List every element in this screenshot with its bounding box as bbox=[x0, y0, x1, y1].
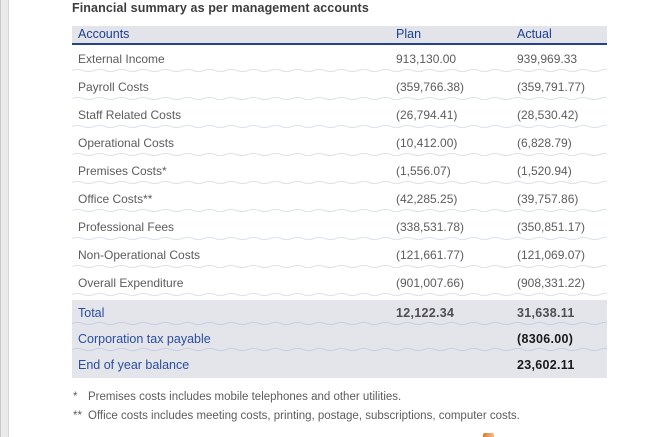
footnote-text: Office costs includes meeting costs, pri… bbox=[88, 409, 520, 422]
cell-actual: (908,331.22) bbox=[517, 276, 586, 290]
financial-summary-table: Accounts Plan Actual External Income 913,… bbox=[72, 26, 607, 378]
cell-plan: 913,130.00 bbox=[396, 52, 457, 66]
cell-actual: (350,851.17) bbox=[517, 220, 586, 234]
table-header-row: Accounts Plan Actual bbox=[72, 26, 607, 45]
cell-account: Premises Costs* bbox=[78, 164, 167, 178]
cell-plan: (10,412.00) bbox=[396, 136, 458, 150]
cell-actual: 939,969.33 bbox=[517, 52, 578, 66]
column-header-plan: Plan bbox=[396, 27, 422, 41]
cell-actual: (359,791.77) bbox=[517, 80, 586, 94]
footnote-premises: * Premises costs includes mobile telepho… bbox=[73, 388, 520, 407]
row-separator-wave bbox=[72, 321, 607, 326]
row-separator-wave bbox=[72, 292, 607, 297]
table-body: External Income 913,130.00 939,969.33 Payro… bbox=[72, 45, 607, 297]
cell-plan: (26,794.41) bbox=[396, 108, 458, 122]
table-summary-row: End of year balance 23,602.11 bbox=[72, 352, 607, 378]
cell-actual: (8306.00) bbox=[517, 332, 574, 346]
cell-plan: (338,531.78) bbox=[396, 220, 465, 234]
table-row: External Income 913,130.00 939,969.33 bbox=[72, 45, 607, 73]
cell-account: Office Costs** bbox=[78, 192, 153, 206]
cell-account: Professional Fees bbox=[78, 220, 175, 234]
footnote-office: ** Office costs includes meeting costs, … bbox=[73, 407, 520, 426]
cell-plan: (1,556.07) bbox=[396, 164, 451, 178]
table-row: Office Costs** (42,285.25) (39,757.86) bbox=[72, 185, 607, 213]
cell-plan: (901,007.66) bbox=[396, 276, 465, 290]
table-row: Operational Costs (10,412.00) (6,828.79) bbox=[72, 129, 607, 157]
cell-plan: (359,766.38) bbox=[396, 80, 465, 94]
table-row: Premises Costs* (1,556.07) (1,520.94) bbox=[72, 157, 607, 185]
cell-plan: (42,285.25) bbox=[396, 192, 458, 206]
table-row: Payroll Costs (359,766.38) (359,791.77) bbox=[72, 73, 607, 101]
cell-actual: (6,828.79) bbox=[517, 136, 572, 150]
row-separator-wave bbox=[72, 208, 607, 213]
cell-actual: (121,069.07) bbox=[517, 248, 586, 262]
scrollbar-track-left[interactable] bbox=[0, 0, 9, 437]
table-row: Non-Operational Costs (121,661.77) (121,06… bbox=[72, 241, 607, 269]
cell-account: Operational Costs bbox=[78, 136, 175, 150]
page-title: Financial summary as per management acco… bbox=[72, 1, 369, 15]
cell-actual: 31,638.11 bbox=[517, 306, 575, 320]
table-row: Professional Fees (338,531.78) (350,851.17… bbox=[72, 213, 607, 241]
footnote-marker: ** bbox=[73, 409, 82, 422]
row-separator-wave bbox=[72, 124, 607, 129]
column-header-accounts: Accounts bbox=[78, 27, 130, 41]
cell-account: Staff Related Costs bbox=[78, 108, 182, 122]
row-separator-wave bbox=[72, 96, 607, 101]
row-separator-wave bbox=[72, 68, 607, 73]
table-row: Overall Expenditure (901,007.66) (908,331.… bbox=[72, 269, 607, 297]
cell-plan: 12,122.34 bbox=[396, 306, 455, 320]
table-summary-section: Total 12,122.34 31,638.11 Corporation tax p… bbox=[72, 300, 607, 378]
cell-account: Overall Expenditure bbox=[78, 276, 184, 290]
cell-account: Total bbox=[78, 306, 105, 320]
cell-account: End of year balance bbox=[78, 358, 190, 372]
cell-actual: (1,520.94) bbox=[517, 164, 572, 178]
table-summary-row: Corporation tax payable (8306.00) bbox=[72, 326, 607, 352]
row-separator-wave bbox=[72, 264, 607, 269]
footnote-text: Premises costs includes mobile telephone… bbox=[88, 391, 402, 403]
table-row: Staff Related Costs (26,794.41) (28,530.42… bbox=[72, 101, 607, 129]
cell-plan: (121,661.77) bbox=[396, 248, 465, 262]
footnotes: * Premises costs includes mobile telepho… bbox=[73, 388, 520, 425]
table-summary-row: Total 12,122.34 31,638.11 bbox=[72, 300, 607, 326]
column-header-actual: Actual bbox=[517, 27, 552, 41]
cell-actual: (28,530.42) bbox=[517, 108, 579, 122]
row-separator-wave bbox=[72, 152, 607, 157]
cell-account: Payroll Costs bbox=[78, 80, 149, 94]
cell-account: Non-Operational Costs bbox=[78, 248, 201, 262]
cutoff-graphic-icon bbox=[483, 433, 494, 437]
row-separator-wave bbox=[72, 236, 607, 241]
cell-actual: 23,602.11 bbox=[517, 358, 575, 372]
footnote-marker: * bbox=[73, 391, 78, 403]
row-separator-wave bbox=[72, 347, 607, 352]
cell-actual: (39,757.86) bbox=[517, 192, 579, 206]
cell-account: Corporation tax payable bbox=[78, 332, 211, 346]
row-separator-wave bbox=[72, 180, 607, 185]
cell-account: External Income bbox=[78, 52, 165, 66]
